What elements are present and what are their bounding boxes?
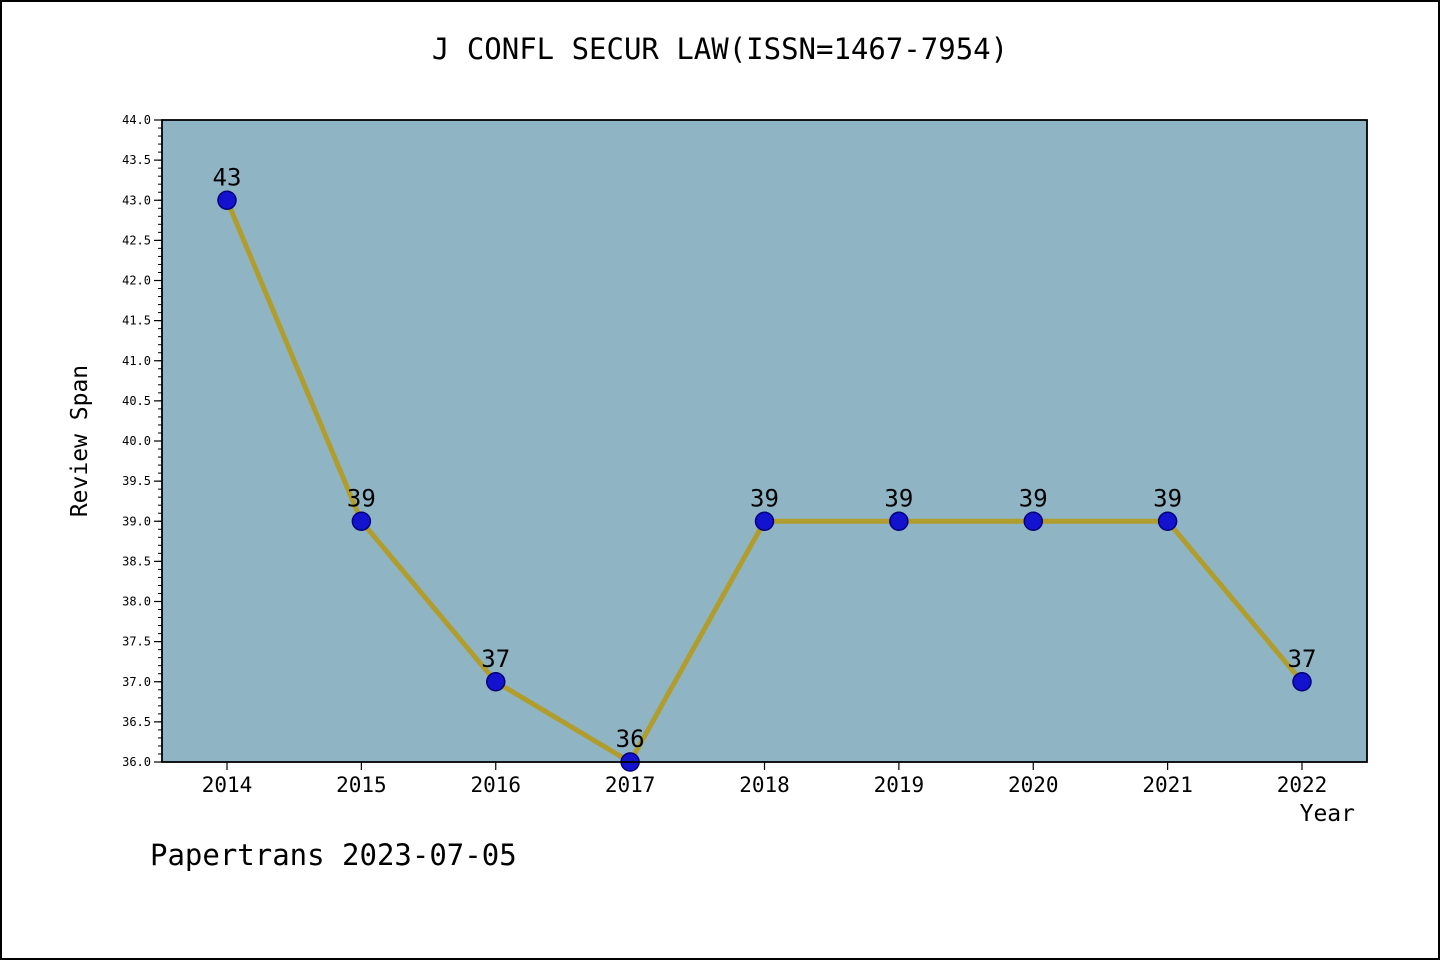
x-axis-label: Year — [1299, 801, 1355, 827]
data-label: 39 — [1019, 484, 1048, 512]
data-label: 39 — [1153, 484, 1182, 512]
data-point — [351, 511, 372, 531]
y-tick-label: 40.0 — [122, 434, 151, 448]
x-tick-label: 2020 — [1008, 773, 1059, 797]
chart-title: J CONFL SECUR LAW(ISSN=1467-7954) — [431, 32, 1009, 66]
x-tick-label: 2019 — [874, 773, 925, 797]
y-tick-label: 42.0 — [122, 274, 151, 288]
y-tick-label: 39.0 — [122, 514, 151, 528]
data-label: 37 — [1288, 645, 1317, 673]
data-label: 39 — [750, 484, 779, 512]
x-tick-label: 2018 — [739, 773, 790, 797]
data-point — [1023, 511, 1043, 531]
y-tick-label: 36.0 — [122, 755, 151, 769]
data-point — [486, 672, 506, 692]
x-tick-label: 2017 — [605, 773, 656, 797]
y-tick-label: 41.5 — [122, 314, 151, 328]
y-tick-label: 37.5 — [122, 635, 151, 649]
y-tick-label: 38.0 — [122, 595, 151, 609]
data-label: 39 — [884, 484, 913, 512]
y-tick-label: 40.5 — [122, 394, 151, 408]
data-point — [217, 190, 237, 210]
data-label: 37 — [481, 645, 510, 673]
footer-watermark: Papertrans 2023-07-05 — [150, 838, 517, 872]
data-point — [754, 511, 775, 531]
data-point — [1292, 672, 1312, 692]
y-tick-label: 44.0 — [122, 113, 151, 127]
x-tick-label: 2022 — [1277, 773, 1328, 797]
x-tick-label: 2016 — [470, 773, 521, 797]
y-tick-label: 43.0 — [122, 193, 151, 207]
data-label: 36 — [616, 725, 645, 753]
y-tick-label: 37.0 — [122, 675, 151, 689]
x-tick-label: 2021 — [1142, 773, 1193, 797]
y-tick-label: 42.5 — [122, 233, 151, 247]
data-point — [1157, 511, 1178, 531]
data-label: 39 — [347, 484, 376, 512]
y-tick-label: 38.5 — [122, 554, 151, 568]
y-tick-label: 36.5 — [122, 715, 151, 729]
plot-area — [162, 120, 1367, 762]
data-label: 43 — [213, 163, 242, 191]
y-tick-label: 43.5 — [122, 153, 151, 167]
plot-border — [161, 119, 1368, 763]
x-tick-label: 2015 — [336, 773, 387, 797]
data-point — [889, 511, 909, 531]
y-tick-label: 39.5 — [122, 474, 151, 488]
y-tick-label: 41.0 — [122, 354, 151, 368]
x-tick-label: 2014 — [202, 773, 253, 797]
